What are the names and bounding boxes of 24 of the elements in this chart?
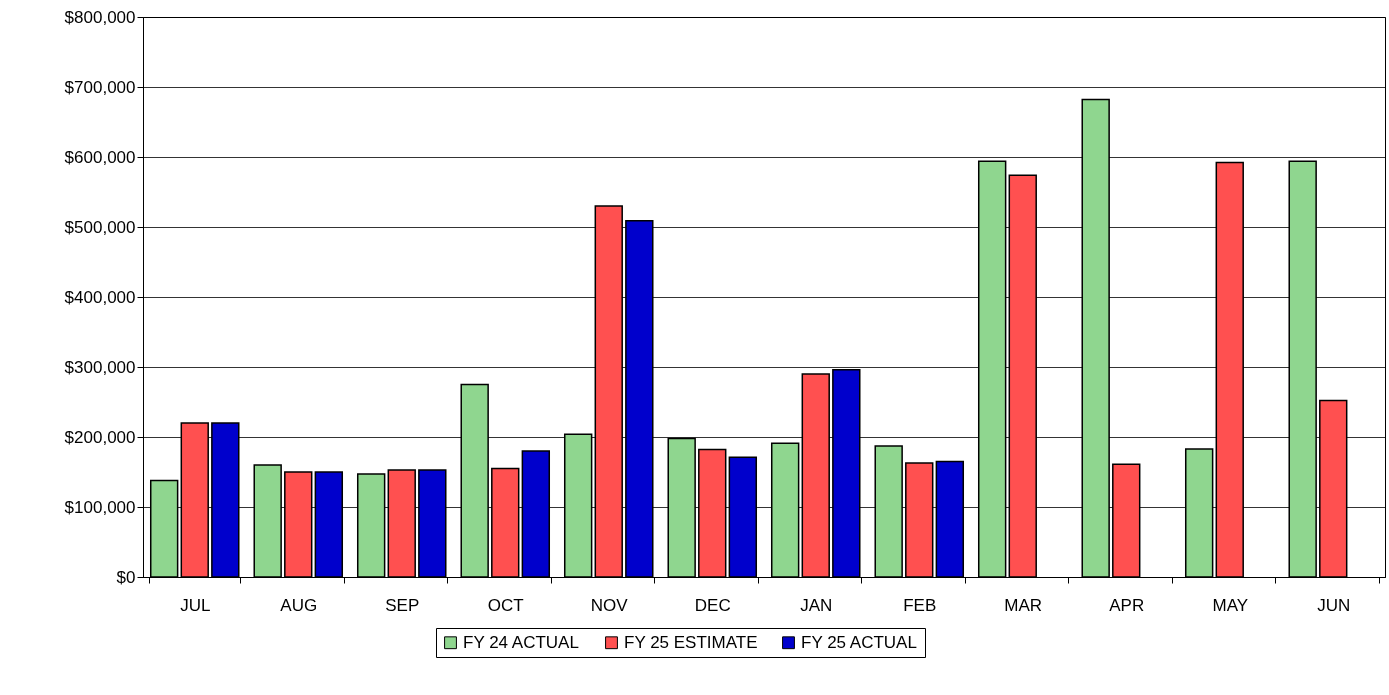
- legend-label: FY 25 ACTUAL: [801, 632, 917, 652]
- y-tick-label: $100,000: [64, 497, 136, 517]
- legend-label: FY 24 ACTUAL: [463, 632, 579, 652]
- y-tick-label: $500,000: [64, 217, 136, 237]
- x-tick-label: AUG: [280, 595, 318, 615]
- y-tick-label: $800,000: [64, 7, 136, 27]
- y-tick-label: $200,000: [64, 427, 136, 447]
- x-tick-label: OCT: [487, 595, 524, 615]
- x-tick-label: FEB: [903, 595, 937, 615]
- x-tick-label: MAY: [1212, 595, 1249, 615]
- x-tick-label: DEC: [694, 595, 731, 615]
- x-tick-label: JUN: [1317, 595, 1351, 615]
- y-tick-label: $300,000: [64, 357, 136, 377]
- x-tick-label: JAN: [800, 595, 833, 615]
- x-tick-label: MAR: [1004, 595, 1043, 615]
- y-tick-label: $400,000: [64, 287, 136, 307]
- x-tick-label: JUL: [180, 595, 211, 615]
- x-tick-label: SEP: [385, 595, 420, 615]
- legend-label: FY 25 ESTIMATE: [624, 632, 758, 652]
- x-tick-label: NOV: [590, 595, 629, 615]
- x-tick-label: APR: [1109, 595, 1145, 615]
- y-tick-label: $700,000: [64, 77, 136, 97]
- y-tick-label: $0: [116, 567, 136, 587]
- y-tick-label: $600,000: [64, 147, 136, 167]
